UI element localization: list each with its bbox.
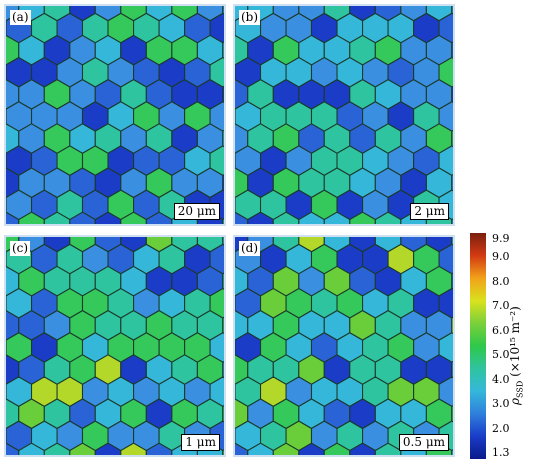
scale-bar: 2 μm bbox=[410, 203, 449, 220]
colorbar-tick: 2.0 bbox=[492, 421, 510, 435]
map-c bbox=[6, 237, 224, 455]
colorbar-tick: 6.0 bbox=[492, 323, 510, 337]
scale-bar: 0.5 μm bbox=[398, 434, 449, 451]
panel-a: (a) 20 μm bbox=[4, 4, 226, 226]
colorbar-tick: 3.0 bbox=[492, 397, 510, 410]
title-unit: (×10¹⁵ m⁻²) bbox=[508, 306, 522, 377]
colorbar-tick: 4.0 bbox=[492, 372, 510, 386]
panel-d: (d) 0.5 μm bbox=[233, 235, 455, 457]
scale-bar: 1 μm bbox=[181, 434, 220, 451]
colorbar-tick: 9.9 bbox=[492, 232, 510, 245]
panel-b: (b) 2 μm bbox=[233, 4, 455, 226]
title-symbol: ρ bbox=[508, 397, 522, 405]
panel-label: (d) bbox=[239, 241, 261, 256]
title-sub: SSD bbox=[515, 380, 525, 398]
colorbar-title: ρSSD (×10¹⁵ m⁻²) bbox=[508, 306, 524, 405]
map-b bbox=[235, 6, 453, 224]
colorbar-tick: 9.0 bbox=[492, 250, 510, 263]
panel-label: (c) bbox=[10, 241, 31, 256]
colorbar-tick: 8.0 bbox=[492, 274, 510, 288]
colorbar-tick: 7.0 bbox=[492, 299, 510, 312]
colorbar-gradient bbox=[470, 233, 486, 459]
panel-label: (b) bbox=[239, 10, 261, 25]
colorbar-tick: 5.0 bbox=[492, 348, 510, 361]
panel-label: (a) bbox=[10, 10, 31, 25]
map-a bbox=[6, 6, 224, 224]
map-d bbox=[235, 237, 453, 455]
panel-c: (c) 1 μm bbox=[4, 235, 226, 457]
scale-bar: 20 μm bbox=[173, 203, 220, 220]
colorbar-tick: 1.3 bbox=[492, 446, 510, 459]
colorbar: 9.9 9.0 8.0 7.0 6.0 5.0 4.0 3.0 2.0 1.3 ρSSD (×10… bbox=[470, 233, 550, 463]
